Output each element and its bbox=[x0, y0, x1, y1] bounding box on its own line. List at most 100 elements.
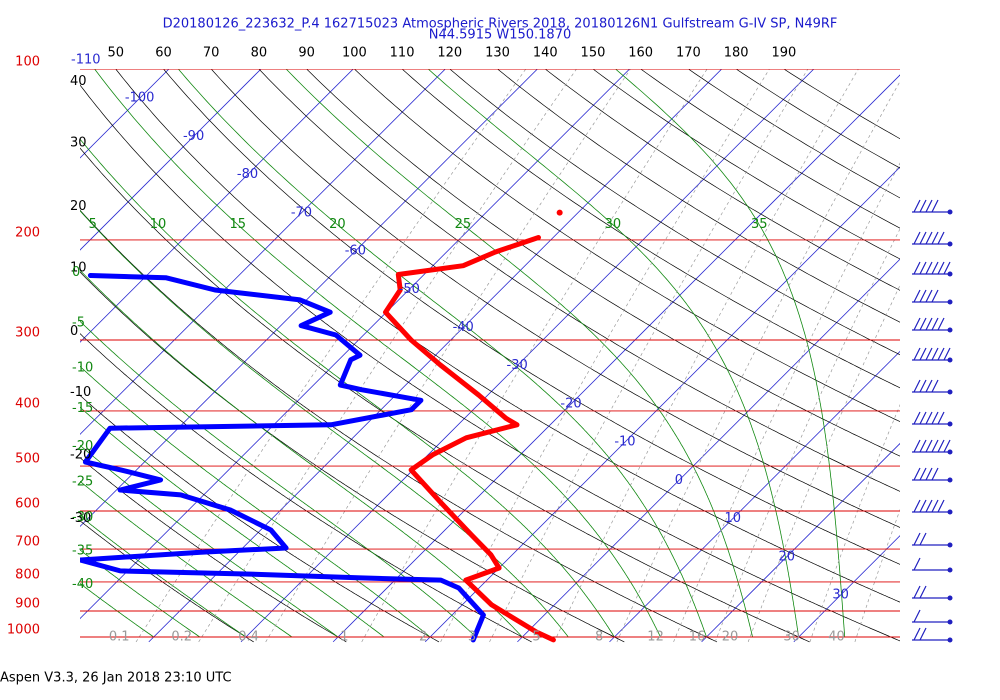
barb-feather bbox=[931, 499, 939, 513]
dry-adiabat bbox=[306, 69, 900, 457]
moist-adiabat bbox=[285, 69, 753, 638]
barb-feather bbox=[919, 231, 927, 245]
dry-adiabat-label: 0 bbox=[70, 324, 78, 339]
barb-feather bbox=[919, 347, 927, 361]
dry-adiabat bbox=[401, 69, 900, 389]
dry-adiabat-label: 110 bbox=[390, 46, 415, 61]
isotherm bbox=[240, 69, 815, 643]
barb-feather bbox=[913, 289, 921, 303]
pressure-label: 300 bbox=[15, 326, 40, 341]
mixing-ratio-line bbox=[135, 69, 527, 643]
isotherm bbox=[793, 535, 900, 643]
barb-feather bbox=[913, 317, 921, 331]
dry-adiabat-label: -20 bbox=[70, 447, 91, 462]
dry-adiabat-label: 160 bbox=[628, 46, 653, 61]
footer: Aspen V3.3, 26 Jan 2018 23:10 UTC bbox=[0, 671, 232, 686]
barb-dot bbox=[947, 357, 953, 363]
mixing-ratio-line bbox=[809, 404, 900, 643]
isotherm-label: 20 bbox=[778, 549, 795, 564]
mixing-ratio-label: 2 bbox=[419, 630, 427, 645]
barb-feather bbox=[925, 289, 933, 303]
barb-feather bbox=[913, 609, 921, 623]
moist-adiabat bbox=[80, 480, 293, 638]
pressure-label: 100 bbox=[15, 55, 40, 70]
barb-feather bbox=[937, 261, 945, 275]
barb-feather bbox=[925, 439, 933, 453]
barb-feather bbox=[913, 439, 921, 453]
barb-feather bbox=[925, 347, 933, 361]
barb-feather bbox=[919, 379, 927, 393]
barb-feather bbox=[925, 231, 933, 245]
mixing-ratio-line bbox=[854, 508, 900, 643]
isotherm-label: -90 bbox=[183, 129, 204, 144]
isotherm-label: 0 bbox=[675, 473, 683, 488]
barb-feather bbox=[919, 261, 927, 275]
moist-adiabat bbox=[80, 515, 247, 638]
mixing-ratio-line bbox=[265, 69, 631, 643]
barb-feather bbox=[913, 627, 921, 641]
barb-feather bbox=[931, 199, 939, 213]
mixing-ratio-line bbox=[673, 162, 900, 643]
barb-feather bbox=[931, 317, 939, 331]
moist-adiabat-label: -20 bbox=[72, 439, 93, 454]
barb-feather bbox=[919, 411, 927, 425]
barb-dot bbox=[947, 241, 953, 247]
mixing-ratio-label: 40 bbox=[828, 630, 845, 645]
dry-adiabat-label: 70 bbox=[203, 46, 220, 61]
barb-dot bbox=[947, 299, 953, 305]
dry-adiabat-label: 30 bbox=[70, 135, 87, 150]
dry-adiabat bbox=[258, 69, 900, 492]
dry-adiabat bbox=[210, 69, 900, 528]
isotherm-label: -40 bbox=[453, 320, 474, 335]
moist-adiabat bbox=[80, 138, 615, 638]
moist-adiabat-label: -25 bbox=[72, 475, 93, 490]
moist-adiabat-label: 5 bbox=[89, 217, 97, 232]
chart-title: D20180126_223632_P.4 162715023 Atmospher… bbox=[163, 17, 838, 32]
moist-adiabat bbox=[80, 320, 477, 638]
moist-adiabat bbox=[614, 69, 846, 637]
barb-feather bbox=[919, 199, 927, 213]
mixing-ratio-line bbox=[489, 69, 809, 643]
dry-adiabat-label: 150 bbox=[581, 46, 606, 61]
moist-adiabat-label: 0 bbox=[72, 265, 80, 280]
barb-feather bbox=[937, 499, 945, 513]
barb-dot bbox=[947, 477, 953, 483]
barb-feather bbox=[931, 439, 939, 453]
barb-dot bbox=[947, 327, 953, 333]
barb-feather bbox=[925, 411, 933, 425]
mixing-ratio-line bbox=[714, 227, 900, 643]
isotherm bbox=[80, 69, 538, 528]
barb-dot bbox=[947, 271, 953, 277]
isotherm-label: 10 bbox=[725, 511, 742, 526]
dry-adiabat-label: 20 bbox=[70, 199, 87, 214]
dry-adiabat-label: 80 bbox=[251, 46, 268, 61]
isotherm bbox=[332, 74, 900, 643]
dry-adiabat bbox=[353, 69, 900, 422]
pressure-label: 400 bbox=[15, 396, 40, 411]
moist-adiabat-label: 25 bbox=[455, 217, 472, 232]
plot-labels: -110-100-90-80-70-60-50-40-30-20-1001020… bbox=[7, 46, 849, 645]
dry-adiabat-label: 90 bbox=[298, 46, 315, 61]
moist-adiabat bbox=[94, 69, 661, 638]
moist-adiabat bbox=[80, 406, 385, 638]
dry-adiabat-label: -30 bbox=[70, 511, 91, 526]
barb-feather bbox=[937, 231, 945, 245]
mixing-ratio-label: 5 bbox=[532, 630, 540, 645]
dry-adiabat bbox=[115, 69, 900, 603]
moist-adiabat-label: -10 bbox=[72, 360, 93, 375]
mixing-ratio-line bbox=[747, 284, 900, 643]
barb-feather bbox=[913, 231, 921, 245]
barb-feather bbox=[919, 289, 927, 303]
dry-adiabat-label: 120 bbox=[437, 46, 462, 61]
isotherm bbox=[609, 350, 900, 643]
barb-feather bbox=[913, 379, 921, 393]
barb-feather bbox=[937, 411, 945, 425]
barb-feather bbox=[913, 411, 921, 425]
barb-feather bbox=[913, 199, 921, 213]
mixing-ratio-line bbox=[198, 69, 577, 643]
barb-feather bbox=[943, 347, 951, 361]
barb-feather bbox=[913, 499, 921, 513]
mixing-ratio-label: 0.2 bbox=[171, 630, 192, 645]
barb-feather bbox=[925, 261, 933, 275]
